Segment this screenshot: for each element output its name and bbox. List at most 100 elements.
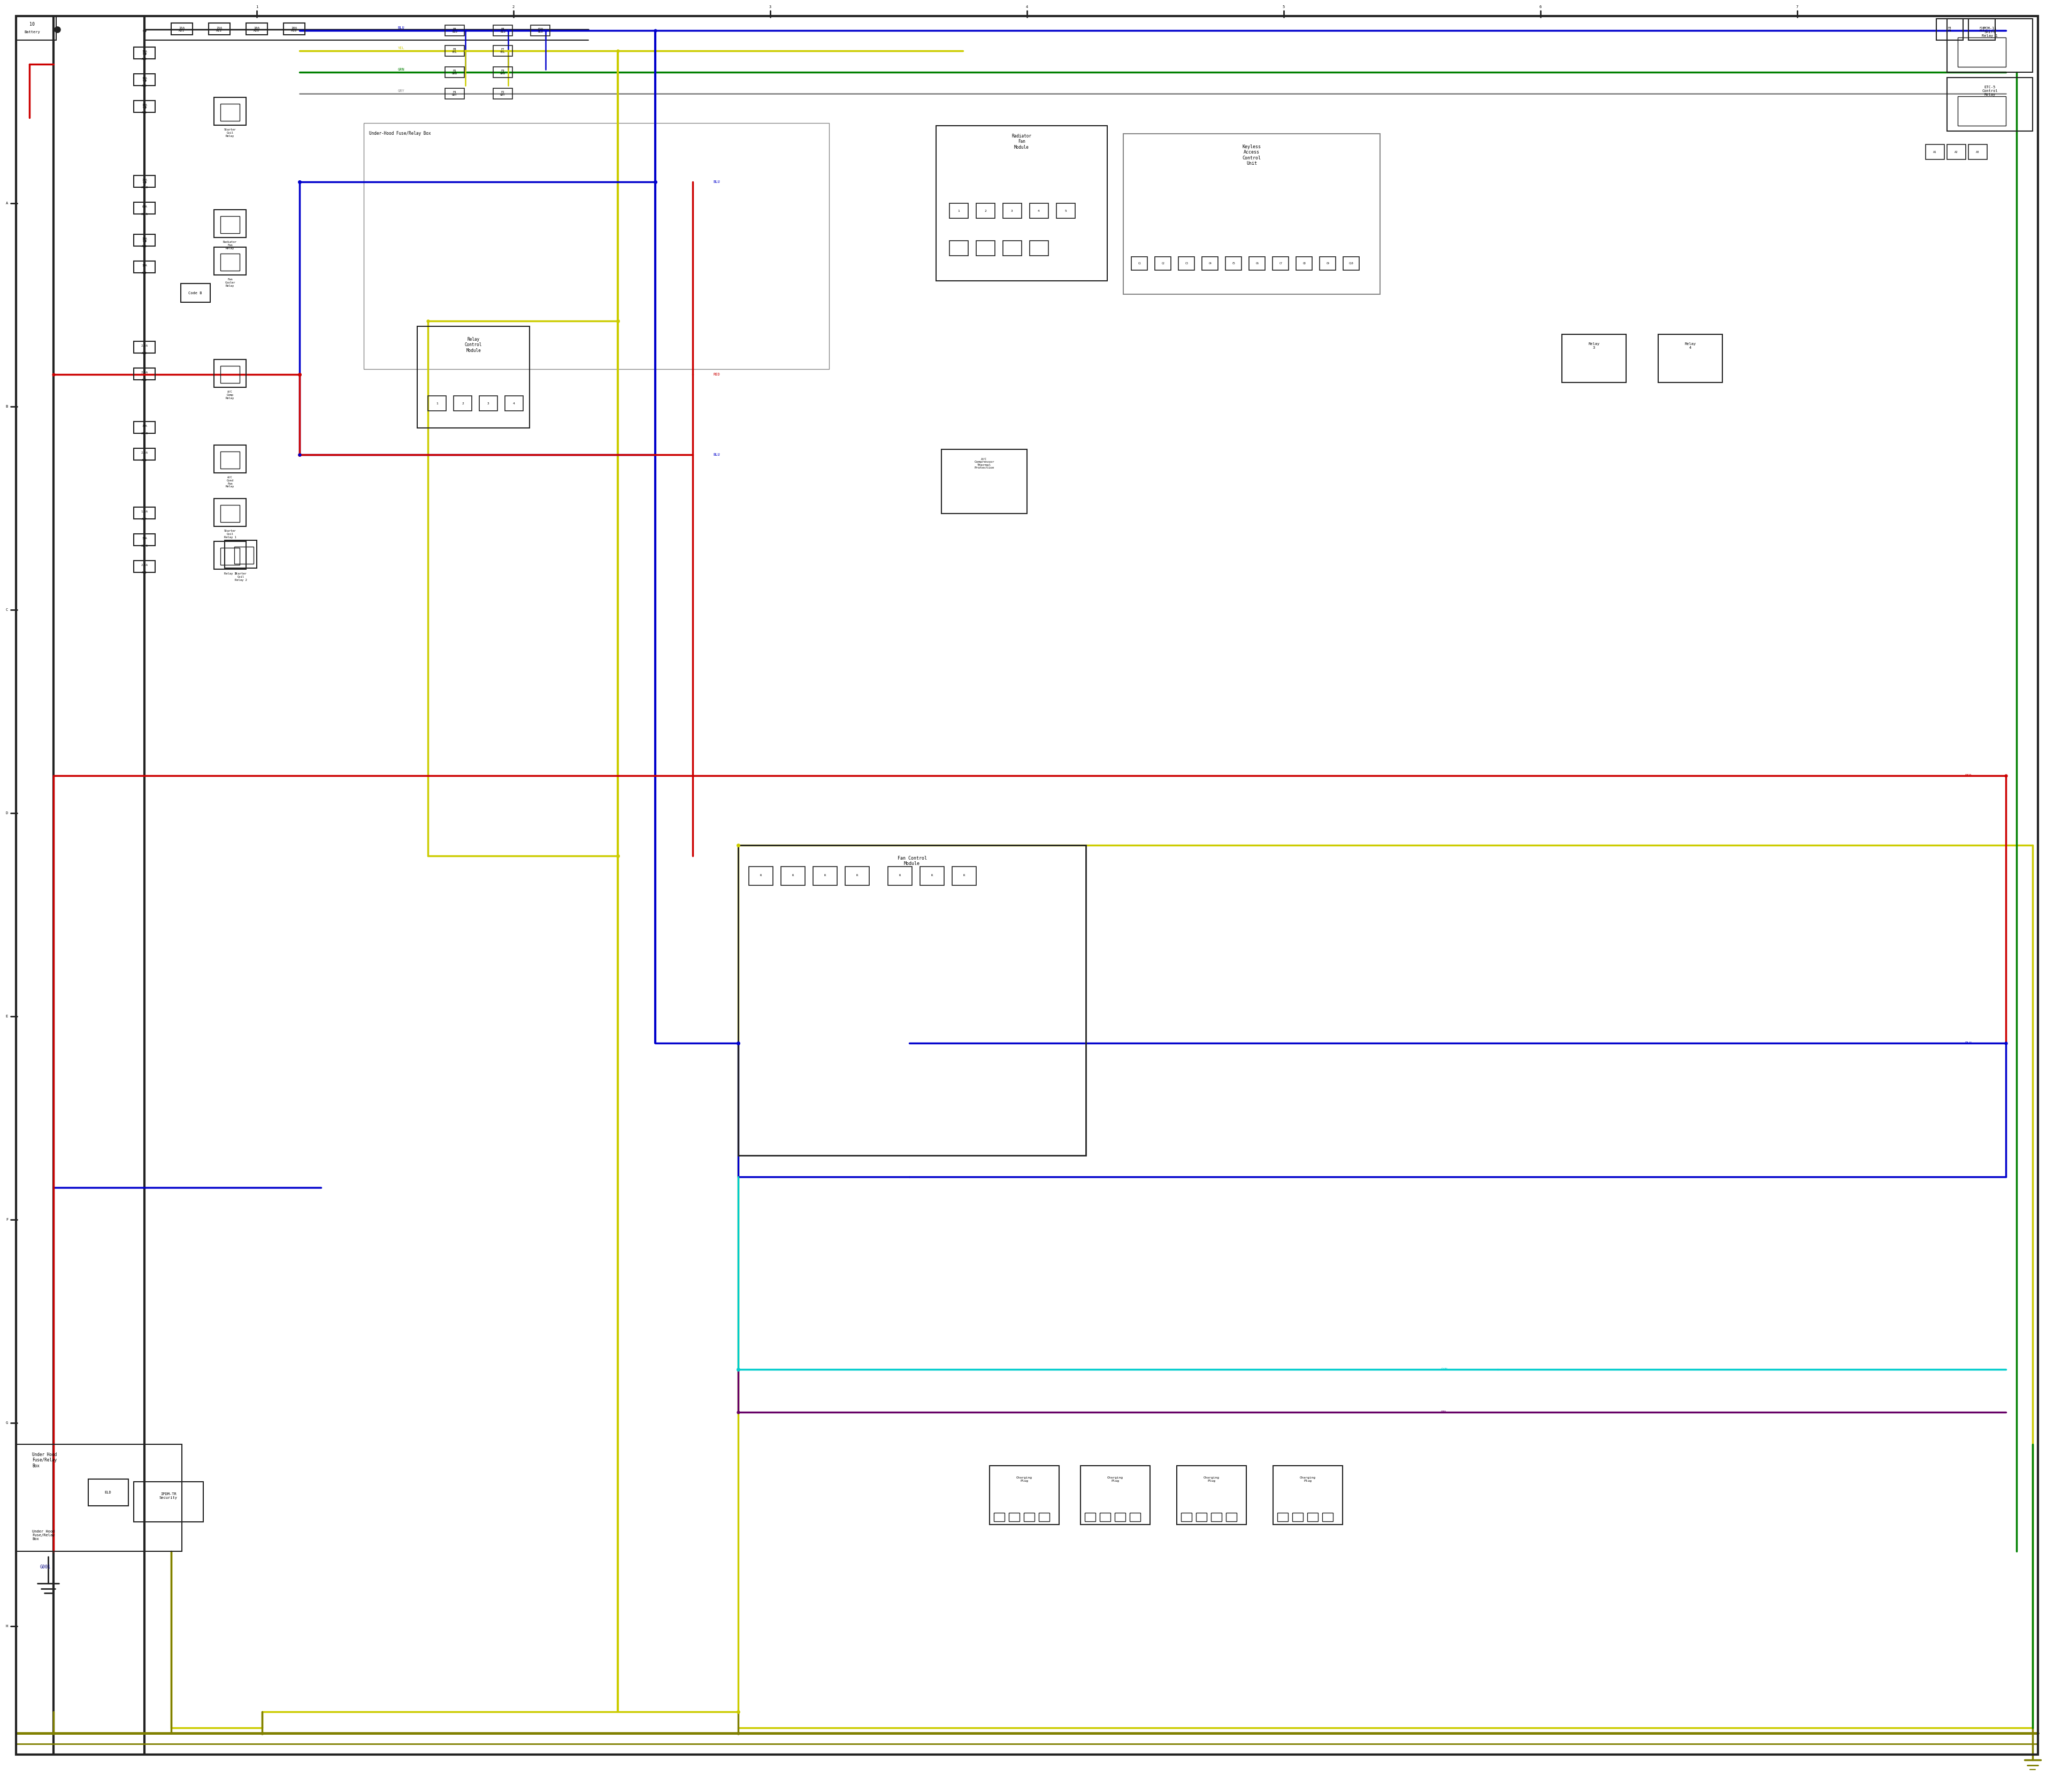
Text: A: A (6, 202, 8, 204)
Text: ETC-5
Control
Relay: ETC-5 Control Relay (1982, 86, 1999, 97)
Text: 2.5A: 2.5A (142, 344, 148, 348)
Bar (1968, 145, 1986, 159)
Text: Under-Hood Fuse/Relay Box: Under-Hood Fuse/Relay Box (370, 131, 431, 136)
Bar (976, 240, 994, 256)
Bar (1306, 1512, 1319, 1521)
Text: Relay
Control
Module: Relay Control Module (464, 337, 483, 353)
Text: F8
BLU: F8 BLU (501, 27, 505, 34)
Text: G: G (6, 1421, 8, 1425)
Bar (134, 507, 156, 520)
Bar (446, 66, 464, 77)
Bar (1947, 77, 2033, 131)
Bar (1039, 1512, 1050, 1521)
Bar (1029, 240, 1048, 256)
Bar (994, 1512, 1004, 1521)
Text: D: D (6, 812, 8, 815)
Text: 10A: 10A (142, 238, 148, 240)
Text: F7
YEL: F7 YEL (501, 48, 505, 54)
Bar (813, 867, 838, 885)
Bar (1658, 335, 1723, 382)
Bar (1080, 1466, 1150, 1525)
Text: Code B: Code B (189, 292, 201, 294)
Bar (214, 541, 246, 570)
Bar (949, 202, 967, 219)
Bar (493, 88, 511, 99)
Text: A9-9: A9-9 (142, 432, 148, 435)
Text: Relay
3: Relay 3 (1588, 342, 1600, 349)
Bar (220, 505, 240, 521)
Bar (920, 867, 945, 885)
Bar (1009, 1512, 1019, 1521)
Bar (16, 1444, 183, 1552)
Bar (1927, 145, 1945, 159)
Text: Keyless
Access
Control
Unit: Keyless Access Control Unit (1243, 145, 1261, 167)
Bar (750, 867, 772, 885)
Bar (1023, 1512, 1035, 1521)
Text: 2.5A: 2.5A (142, 564, 148, 566)
Text: Charging
Plug: Charging Plug (1300, 1477, 1317, 1482)
Bar (1132, 256, 1148, 271)
Text: ELD: ELD (105, 1491, 111, 1495)
Text: F8
F9: F8 F9 (1947, 27, 1951, 32)
Text: CYN: CYN (1440, 1367, 1448, 1371)
Bar (1212, 1512, 1222, 1521)
Bar (246, 23, 267, 34)
Bar (1957, 97, 2007, 125)
Bar (1292, 1512, 1302, 1521)
Text: H: H (6, 1625, 8, 1627)
Text: GRN: GRN (398, 68, 405, 72)
Text: A1: A1 (1933, 151, 1937, 154)
Text: Starter
Coil
Relay 1: Starter Coil Relay 1 (224, 530, 236, 538)
Text: GRY: GRY (398, 90, 405, 93)
Bar (1115, 1512, 1126, 1521)
Bar (1195, 1512, 1208, 1521)
Bar (1085, 1512, 1095, 1521)
Text: F10
BLU: F10 BLU (538, 27, 542, 34)
Text: G001: G001 (41, 1564, 51, 1570)
Text: Charging
Plug: Charging Plug (1107, 1477, 1124, 1482)
Text: C6: C6 (1255, 262, 1259, 265)
Text: C4: C4 (1208, 262, 1212, 265)
Text: 30A: 30A (142, 538, 148, 539)
Text: F4
GRY: F4 GRY (452, 91, 458, 97)
Text: 7: 7 (1795, 5, 1799, 9)
Bar (214, 210, 246, 238)
Bar (224, 539, 257, 568)
Text: A16: A16 (142, 246, 148, 247)
Bar (454, 396, 472, 410)
Bar (220, 452, 240, 468)
Text: C10: C10 (1349, 262, 1354, 265)
Text: 30A: 30A (142, 179, 148, 181)
Bar (976, 202, 994, 219)
Bar (134, 367, 156, 380)
Bar (446, 45, 464, 56)
Text: C: C (6, 607, 8, 611)
Text: IPDM-TR
Security: IPDM-TR Security (160, 1493, 177, 1500)
Text: Under Hood
Fuse/Relay
Box: Under Hood Fuse/Relay Box (33, 1452, 58, 1468)
Bar (1124, 134, 1380, 294)
Text: 15A: 15A (142, 104, 148, 108)
Bar (220, 548, 240, 564)
Text: A20: A20 (142, 84, 148, 88)
Text: A16: A16 (142, 111, 148, 113)
Text: 60A: 60A (142, 206, 148, 208)
Text: A2-6: A2-6 (142, 545, 148, 547)
Text: BLU: BLU (713, 181, 721, 183)
Bar (493, 66, 511, 77)
Bar (364, 124, 830, 369)
Bar (1273, 1466, 1343, 1525)
Text: Charging
Plug: Charging Plug (1017, 1477, 1033, 1482)
Bar (505, 396, 524, 410)
Text: 3: 3 (768, 5, 772, 9)
Bar (1130, 1512, 1140, 1521)
Bar (1226, 256, 1241, 271)
Bar (283, 23, 304, 34)
Text: BLU: BLU (713, 453, 721, 457)
Text: Charging
Plug: Charging Plug (1204, 1477, 1220, 1482)
Text: C2: C2 (1161, 262, 1165, 265)
Text: Fan
Cooler
Relay: Fan Cooler Relay (224, 278, 236, 287)
Text: 2.5A: 2.5A (142, 452, 148, 455)
Bar (1937, 18, 1964, 39)
Text: F9
GRN: F9 GRN (501, 70, 505, 75)
Text: 30A: 30A (142, 425, 148, 428)
